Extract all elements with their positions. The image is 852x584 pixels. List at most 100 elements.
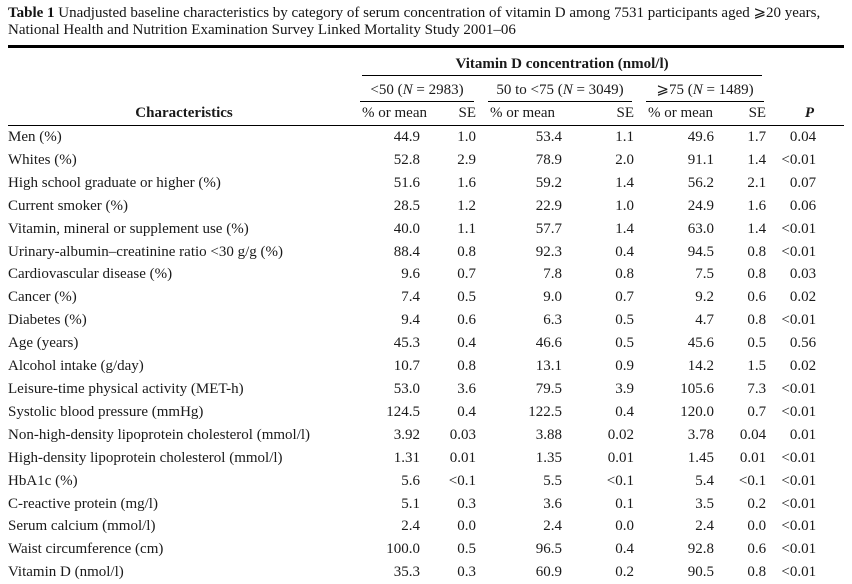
characteristic-label: Serum calcium (mmol/l)	[8, 518, 156, 535]
table-caption-label: Table 1	[8, 5, 55, 21]
mean-value-cell: 2.4	[695, 518, 714, 535]
p-value-cell: 0.02	[789, 358, 817, 375]
mean-value-cell: 52.8	[393, 151, 420, 168]
table-row: Cancer (%) 7.4 0.5 9.0 0.7 9.2 0.6 0.02	[8, 286, 844, 309]
mean-value-cell: 2.4	[543, 518, 562, 535]
n-value: = 1489)	[702, 82, 754, 98]
mean-value-cell: 9.4	[401, 312, 420, 329]
se-value-cell: 0.3	[457, 564, 476, 581]
se-value-cell: 0.5	[615, 312, 634, 329]
characteristic-label: Vitamin D (nmol/l)	[8, 564, 124, 581]
p-value-cell: 0.03	[789, 266, 817, 283]
se-value-cell: 0.8	[615, 266, 634, 283]
table-row: Leisure-time physical activity (MET-h) 53…	[8, 378, 844, 401]
characteristic-label: Leisure-time physical activity (MET-h)	[8, 380, 244, 397]
mean-value-cell: 3.92	[393, 426, 420, 443]
se-value-cell: 0.8	[747, 243, 767, 260]
characteristic-label: Men (%)	[8, 129, 62, 145]
mean-value-cell: 45.6	[687, 335, 714, 352]
mean-value-cell: 9.6	[401, 266, 420, 283]
group-header-50to75: 50 to <75 (N = 3049)	[488, 82, 632, 102]
table-row: Alcohol intake (g/day) 10.7 0.8 13.1 0.9 14.2…	[8, 355, 844, 378]
se-value-cell: 0.7	[747, 403, 767, 420]
mean-value-cell: 78.9	[535, 151, 562, 168]
characteristic-label: Cancer (%)	[8, 289, 77, 306]
se-value-cell: 0.4	[615, 541, 634, 558]
table-row: High school graduate or higher (%) 51.6 1.…	[8, 172, 844, 195]
se-value-cell: 0.01	[449, 449, 476, 466]
characteristic-label: Urinary-albumin–creatinine ratio <30 g/g…	[8, 243, 284, 260]
mean-value-cell: 3.88	[535, 426, 562, 443]
se-value-cell: 2.0	[615, 151, 634, 168]
mean-header-group3: % or mean	[648, 105, 713, 121]
p-value-header: P	[804, 105, 815, 121]
mean-value-cell: 44.9	[393, 129, 420, 145]
mean-value-cell: 7.8	[543, 266, 562, 283]
table-row: Urinary-albumin–creatinine ratio <30 g/g…	[8, 241, 844, 264]
n-symbol: N	[692, 82, 703, 98]
mean-value-cell: 13.1	[535, 358, 562, 375]
se-value-cell: 1.0	[457, 129, 476, 145]
se-value-cell: <0.1	[738, 472, 767, 489]
mean-value-cell: 35.3	[393, 564, 420, 581]
se-value-cell: <0.1	[606, 472, 634, 489]
se-value-cell: 1.1	[615, 129, 634, 145]
table-header: Vitamin D concentration (nmol/l) <50 (N …	[8, 47, 845, 126]
se-value-cell: 0.4	[457, 335, 476, 352]
mean-value-cell: 5.5	[543, 472, 562, 489]
se-value-cell: 0.04	[739, 426, 767, 443]
characteristic-label: Whites (%)	[8, 151, 77, 168]
se-value-cell: 2.9	[457, 151, 476, 168]
table-row: Men (%) 44.9 1.0 53.4 1.1 49.6 1.7 0.04	[8, 126, 844, 149]
p-value-cell: 0.56	[789, 335, 817, 352]
empty-cell	[8, 47, 360, 77]
mean-value-cell: 100.0	[386, 541, 420, 558]
p-value-cell: <0.01	[781, 541, 817, 558]
group-range: ⩾75 (	[656, 82, 693, 98]
p-value-cell: 0.02	[789, 289, 817, 306]
mean-value-cell: 105.6	[680, 380, 714, 397]
se-value-cell: 0.2	[747, 495, 767, 512]
table-row: Whites (%) 52.8 2.9 78.9 2.0 91.1 1.4 <0.01	[8, 149, 844, 172]
mean-value-cell: 5.1	[401, 495, 420, 512]
p-value-cell: 0.04	[789, 129, 817, 145]
se-value-cell: 0.01	[739, 449, 767, 466]
table-row: Vitamin, mineral or supplement use (%) 40…	[8, 218, 844, 241]
mean-value-cell: 96.5	[535, 541, 562, 558]
mean-value-cell: 63.0	[687, 220, 714, 237]
mean-value-cell: 57.7	[535, 220, 562, 237]
group-header-row: <50 (N = 2983) 50 to <75 (N = 3049) ⩾75 …	[8, 76, 844, 102]
p-value-cell: <0.01	[781, 312, 817, 329]
table-body: Men (%) 44.9 1.0 53.4 1.1 49.6 1.7 0.04 Whites (…	[8, 126, 844, 584]
p-value-cell: <0.01	[781, 380, 817, 397]
mean-header-group2: % or mean	[490, 105, 555, 121]
se-value-cell: 0.03	[449, 426, 476, 443]
mean-value-cell: 10.7	[393, 358, 420, 375]
se-value-cell: 0.1	[615, 495, 634, 512]
characteristic-label: HbA1c (%)	[8, 472, 78, 489]
se-value-cell: 1.5	[747, 358, 767, 375]
se-value-cell: 7.3	[747, 380, 767, 397]
se-value-cell: 0.4	[615, 243, 634, 260]
column-header-row: Characteristics % or mean SE % or mean S…	[8, 102, 845, 126]
se-value-cell: 0.01	[607, 449, 634, 466]
se-value-cell: 0.0	[747, 518, 767, 535]
mean-value-cell: 92.3	[535, 243, 562, 260]
mean-value-cell: 5.4	[695, 472, 714, 489]
mean-value-cell: 3.78	[687, 426, 714, 443]
empty-cell	[8, 76, 360, 102]
characteristic-label: Systolic blood pressure (mmHg)	[8, 403, 204, 420]
table-row: Vitamin D (nmol/l) 35.3 0.3 60.9 0.2 90.5 0.8 <…	[8, 561, 844, 584]
se-value-cell: 1.4	[615, 220, 634, 237]
p-value-cell: 0.06	[789, 197, 817, 214]
se-value-cell: 0.02	[607, 426, 634, 443]
mean-value-cell: 7.4	[401, 289, 420, 306]
se-value-cell: 0.7	[457, 266, 476, 283]
characteristic-label: High-density lipoprotein cholesterol (mm…	[8, 449, 283, 466]
se-value-cell: 0.6	[747, 541, 767, 558]
mean-value-cell: 53.4	[535, 129, 562, 145]
se-value-cell: 0.9	[615, 358, 634, 375]
mean-value-cell: 1.31	[393, 449, 420, 466]
table-row: Diabetes (%) 9.4 0.6 6.3 0.5 4.7 0.8 <0.01	[8, 309, 844, 332]
p-value-cell: 0.01	[789, 426, 817, 443]
